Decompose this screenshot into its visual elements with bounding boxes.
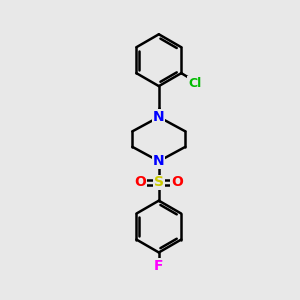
Text: S: S	[154, 176, 164, 189]
Text: N: N	[153, 154, 165, 168]
Text: O: O	[171, 176, 183, 189]
Text: F: F	[154, 259, 164, 273]
Text: O: O	[135, 176, 146, 189]
Text: N: N	[153, 110, 165, 124]
Text: Cl: Cl	[188, 77, 201, 90]
